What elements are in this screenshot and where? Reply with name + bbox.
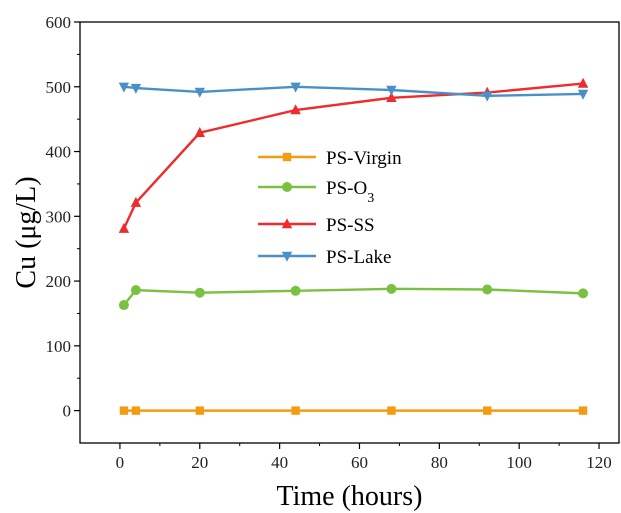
data-point [130,196,142,207]
x-axis-title: Time (hours) [277,481,423,512]
y-axis-title: Cu (μg/L) [11,176,42,288]
series-0 [119,406,588,415]
data-point [577,77,589,88]
x-tick-label: 40 [271,453,288,472]
data-point [290,104,301,115]
x-tick-label: 20 [191,453,208,472]
x-tick-label: 0 [116,453,125,472]
legend-label: PS-Virgin [326,148,402,169]
legend-item-0: PS-Virgin [258,148,402,169]
data-point [118,222,130,233]
y-tick-label: 600 [46,13,72,32]
series-layer [118,77,589,415]
data-point [118,82,130,93]
x-tick-label: 80 [431,453,448,472]
y-tick-label: 0 [63,402,72,421]
data-point [483,406,492,415]
data-point [482,91,493,102]
series-line [122,287,584,306]
x-tick-label: 120 [586,453,612,472]
legend-marker [282,182,292,192]
data-point [577,89,589,100]
y-tick-label: 300 [46,207,72,226]
axes: 0 20 40 60 80 100 120 0 100 200 300 400 500 600 [46,13,620,472]
data-point [131,406,141,415]
x-tick-label: 60 [351,453,368,472]
y-tick-label: 500 [46,78,72,97]
legend-label-subscript: 3 [367,191,374,206]
data-point [195,406,204,415]
y-tick-label: 100 [46,337,72,356]
legend-marker [281,218,293,229]
legend-label: PS-Lake [326,247,391,268]
data-point [194,287,205,298]
data-point [290,285,301,296]
data-point [386,91,397,102]
legend-item-3: PS-Lake [258,247,391,268]
data-point [194,126,205,137]
data-point [194,87,205,98]
plot-frame [79,21,620,444]
series-3 [118,82,589,102]
data-point [130,83,142,94]
data-point [578,288,589,299]
data-point [386,85,397,96]
data-point [290,82,301,93]
legend-label: PS-O3 [326,178,374,206]
legend-item-1: PS-O3 [258,178,374,206]
y-tick-label: 400 [46,143,72,162]
data-point [386,283,397,294]
legend-marker [282,152,292,162]
x-tick-label: 100 [506,453,532,472]
data-point [482,284,493,295]
series-line [123,85,584,98]
legend-item-2: PS-SS [258,215,375,236]
data-point [118,300,129,311]
data-point [387,406,396,415]
data-point [119,406,129,415]
data-point [578,406,588,415]
y-tick-label: 200 [46,272,72,291]
data-point [291,406,300,415]
legend-label: PS-SS [326,215,375,236]
legend-marker [281,251,293,262]
legend: PS-Virgin PS-O3 PS-SS PS-Lake [258,148,402,268]
data-point [130,285,141,296]
series-1 [118,283,589,311]
